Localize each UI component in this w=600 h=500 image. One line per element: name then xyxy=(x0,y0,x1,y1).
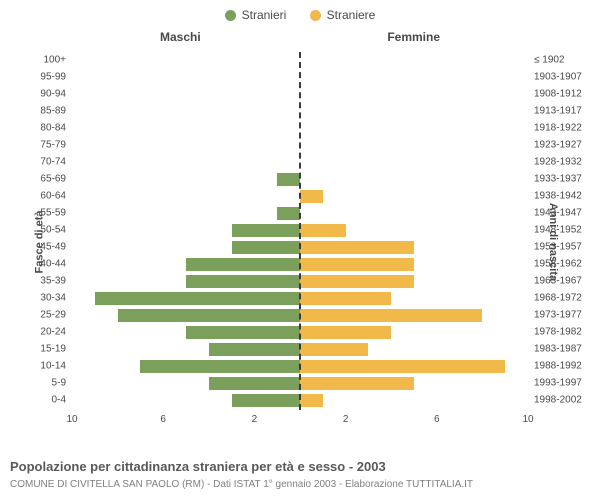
bar-female xyxy=(300,309,482,322)
plot-area: Fasce di età Anni di nascita 100+≤ 19029… xyxy=(72,52,528,432)
bar-female xyxy=(300,275,414,288)
age-label: 100+ xyxy=(43,55,72,66)
legend-label-female: Straniere xyxy=(327,8,376,22)
birth-year-label: 1968-1972 xyxy=(528,293,582,304)
age-label: 0-4 xyxy=(52,395,72,406)
age-label: 70-74 xyxy=(40,157,72,168)
age-label: 50-54 xyxy=(40,225,72,236)
bar-male xyxy=(186,275,300,288)
bar-female xyxy=(300,190,323,203)
section-titles: Maschi Femmine xyxy=(0,30,600,48)
bar-male xyxy=(140,360,300,373)
bar-female xyxy=(300,343,368,356)
age-label: 10-14 xyxy=(40,361,72,372)
birth-year-label: 1908-1912 xyxy=(528,89,582,100)
age-label: 25-29 xyxy=(40,310,72,321)
birth-year-label: 1943-1947 xyxy=(528,208,582,219)
birth-year-label: 1978-1982 xyxy=(528,327,582,338)
birth-year-label: 1998-2002 xyxy=(528,395,582,406)
age-label: 85-89 xyxy=(40,106,72,117)
x-tick: 2 xyxy=(343,414,349,425)
bar-female xyxy=(300,292,391,305)
bar-female xyxy=(300,377,414,390)
age-label: 95-99 xyxy=(40,72,72,83)
section-title-female: Femmine xyxy=(387,30,440,44)
population-pyramid-chart: Stranieri Straniere Maschi Femmine Fasce… xyxy=(0,0,600,500)
birth-year-label: ≤ 1902 xyxy=(528,55,565,66)
age-label: 20-24 xyxy=(40,327,72,338)
x-tick: 6 xyxy=(160,414,166,425)
legend-swatch-female xyxy=(310,10,321,21)
bar-male xyxy=(277,173,300,186)
legend-item-female: Straniere xyxy=(310,8,376,22)
x-tick: 6 xyxy=(434,414,440,425)
birth-year-label: 1953-1957 xyxy=(528,242,582,253)
x-axis: 10622610 xyxy=(72,410,528,432)
bar-male xyxy=(209,343,300,356)
birth-year-label: 1918-1922 xyxy=(528,123,582,134)
legend: Stranieri Straniere xyxy=(0,0,600,24)
age-label: 5-9 xyxy=(52,378,72,389)
bar-female xyxy=(300,258,414,271)
bar-female xyxy=(300,241,414,254)
birth-year-label: 1933-1937 xyxy=(528,174,582,185)
chart-caption: Popolazione per cittadinanza straniera p… xyxy=(10,459,386,474)
birth-year-label: 1993-1997 xyxy=(528,378,582,389)
chart-subcaption: COMUNE DI CIVITELLA SAN PAOLO (RM) - Dat… xyxy=(10,479,473,490)
age-label: 80-84 xyxy=(40,123,72,134)
age-label: 15-19 xyxy=(40,344,72,355)
age-label: 90-94 xyxy=(40,89,72,100)
birth-year-label: 1928-1932 xyxy=(528,157,582,168)
section-title-male: Maschi xyxy=(160,30,201,44)
bar-female xyxy=(300,360,505,373)
bar-male xyxy=(277,207,300,220)
age-label: 30-34 xyxy=(40,293,72,304)
birth-year-label: 1988-1992 xyxy=(528,361,582,372)
age-label: 75-79 xyxy=(40,140,72,151)
age-label: 60-64 xyxy=(40,191,72,202)
bar-male xyxy=(232,241,300,254)
x-tick: 2 xyxy=(252,414,258,425)
age-label: 45-49 xyxy=(40,242,72,253)
bar-female xyxy=(300,224,346,237)
bar-male xyxy=(118,309,300,322)
birth-year-label: 1973-1977 xyxy=(528,310,582,321)
bar-male xyxy=(95,292,300,305)
birth-year-label: 1903-1907 xyxy=(528,72,582,83)
birth-year-label: 1913-1917 xyxy=(528,106,582,117)
center-line xyxy=(299,52,301,410)
age-label: 35-39 xyxy=(40,276,72,287)
legend-item-male: Stranieri xyxy=(225,8,287,22)
legend-label-male: Stranieri xyxy=(242,8,287,22)
age-label: 55-59 xyxy=(40,208,72,219)
birth-year-label: 1963-1967 xyxy=(528,276,582,287)
birth-year-label: 1938-1942 xyxy=(528,191,582,202)
bar-male xyxy=(232,394,300,407)
bar-male xyxy=(209,377,300,390)
x-tick: 10 xyxy=(522,414,533,425)
bar-female xyxy=(300,326,391,339)
birth-year-label: 1948-1952 xyxy=(528,225,582,236)
age-label: 65-69 xyxy=(40,174,72,185)
bar-male xyxy=(232,224,300,237)
birth-year-label: 1983-1987 xyxy=(528,344,582,355)
bar-male xyxy=(186,326,300,339)
x-tick: 10 xyxy=(66,414,77,425)
bar-male xyxy=(186,258,300,271)
birth-year-label: 1958-1962 xyxy=(528,259,582,270)
birth-year-label: 1923-1927 xyxy=(528,140,582,151)
bar-female xyxy=(300,394,323,407)
legend-swatch-male xyxy=(225,10,236,21)
age-label: 40-44 xyxy=(40,259,72,270)
